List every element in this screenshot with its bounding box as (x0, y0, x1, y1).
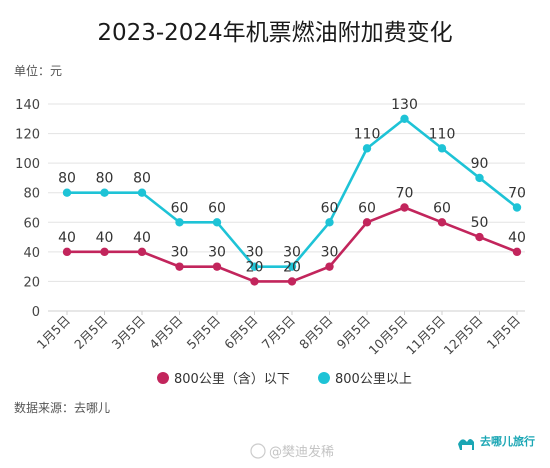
data-label: 60 (171, 200, 189, 216)
y-tick-label: 140 (15, 98, 40, 113)
data-label: 110 (354, 126, 381, 142)
data-label: 20 (246, 259, 264, 275)
data-point (512, 203, 522, 212)
data-point (475, 232, 484, 242)
data-label: 40 (58, 230, 76, 246)
data-label: 20 (283, 259, 301, 275)
legend-label-series-1: 800公里（含）以下 (174, 371, 290, 387)
y-tick-label: 100 (15, 157, 40, 172)
data-label: 60 (358, 200, 376, 216)
data-point (362, 144, 372, 153)
x-tick-label: 8月5日 (296, 313, 336, 353)
y-axis-ticks: 0 20 40 60 80 100 120 140 (15, 98, 40, 320)
data-label: 70 (396, 186, 414, 202)
watermark-text: @樊迪发稀 (269, 444, 334, 460)
data-label: 80 (96, 171, 114, 187)
data-point (512, 247, 522, 257)
data-label: 60 (433, 200, 451, 216)
y-tick-label: 40 (23, 246, 40, 261)
unit-label: 单位：元 (14, 63, 62, 78)
data-point (400, 203, 409, 212)
data-point (362, 218, 372, 227)
data-label: 30 (171, 245, 189, 261)
x-tick-label: 3月5日 (109, 313, 149, 353)
data-label: 40 (508, 230, 526, 246)
data-point (250, 277, 259, 286)
data-point (400, 114, 409, 123)
x-tick-label: 1月5日 (484, 313, 524, 353)
data-point (62, 188, 72, 197)
camel-icon (458, 439, 474, 450)
data-label: 80 (133, 171, 151, 187)
legend-marker-series-1 (157, 372, 169, 384)
source-note: 数据来源：去哪儿 (14, 400, 110, 415)
y-tick-label: 0 (32, 305, 40, 320)
weibo-icon (250, 443, 266, 459)
data-point (137, 188, 147, 197)
data-point (137, 247, 147, 257)
data-point (437, 218, 447, 227)
x-tick-label: 6月5日 (221, 313, 261, 353)
x-tick-label: 11月5日 (403, 313, 448, 358)
brand-name: 去哪儿旅行 (480, 434, 535, 448)
y-tick-label: 120 (15, 128, 40, 143)
data-label: 70 (508, 186, 526, 202)
x-tick-label: 5月5日 (184, 313, 224, 353)
data-point (437, 144, 447, 153)
x-tick-label: 7月5日 (259, 313, 299, 353)
x-tick-label: 10月5日 (365, 313, 410, 358)
y-tick-label: 60 (23, 216, 40, 231)
data-point (212, 262, 222, 271)
data-label: 30 (208, 245, 226, 261)
data-label: 50 (471, 215, 489, 231)
data-label: 30 (283, 245, 301, 261)
data-point (287, 262, 297, 271)
data-label: 40 (133, 230, 151, 246)
data-point (250, 262, 259, 271)
data-point (212, 218, 222, 227)
data-label: 110 (429, 126, 456, 142)
chart-title: 2023-2024年机票燃油附加费变化 (97, 20, 452, 46)
data-label: 80 (58, 171, 76, 187)
legend: 800公里（含）以下 800公里以上 (157, 371, 412, 387)
legend-label-series-2: 800公里以上 (335, 372, 412, 387)
x-tick-label: 12月5日 (440, 313, 485, 358)
y-tick-label: 20 (23, 275, 40, 290)
data-point (62, 247, 72, 257)
data-label: 60 (208, 200, 226, 216)
legend-marker-series-2 (318, 372, 330, 384)
watermark: @樊迪发稀 (250, 443, 334, 460)
data-label: 30 (321, 245, 339, 261)
data-label: 130 (391, 97, 418, 113)
data-point (325, 218, 334, 227)
series-layer (62, 114, 522, 286)
data-label: 90 (471, 156, 489, 172)
brand-logo: 去哪儿旅行 (458, 434, 535, 450)
x-tick-label: 2月5日 (71, 313, 111, 353)
data-label: 40 (96, 230, 114, 246)
y-tick-label: 80 (23, 187, 40, 202)
data-point (175, 218, 184, 227)
data-point (325, 262, 334, 271)
data-point (175, 262, 184, 271)
data-point (475, 173, 484, 183)
data-point (100, 247, 109, 257)
x-axis-ticks: 1月5日2月5日3月5日4月5日5月5日6月5日7月5日8月5日9月5日10月5… (34, 311, 524, 358)
data-point (287, 277, 297, 286)
data-label: 30 (246, 245, 264, 261)
data-label: 60 (321, 200, 339, 216)
x-tick-label: 4月5日 (146, 313, 186, 353)
data-point (100, 188, 109, 197)
